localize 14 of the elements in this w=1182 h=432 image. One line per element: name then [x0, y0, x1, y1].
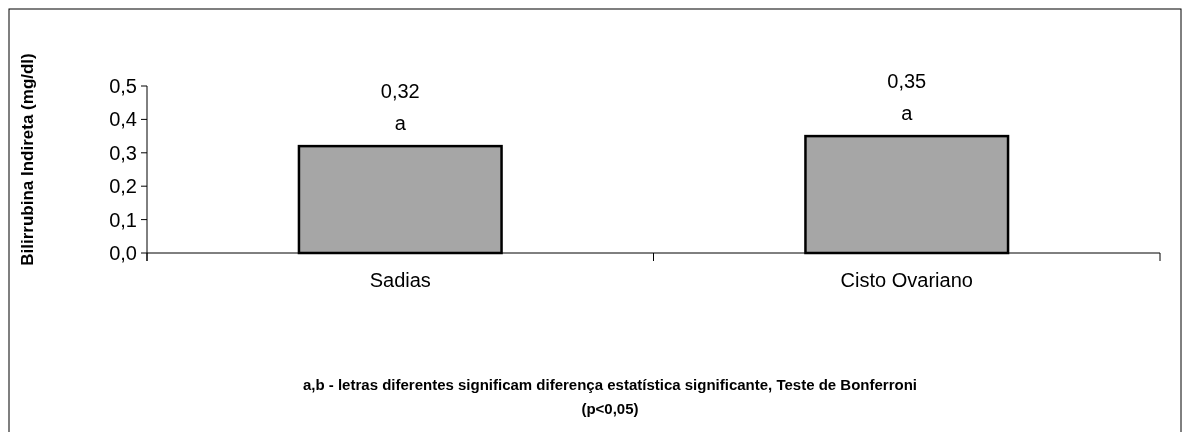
annotation: a: [901, 102, 914, 125]
y-tick-label: 0,3: [109, 141, 137, 164]
text: a,b - letras diferentes significam diferença estatística significante, Teste de Bonferroni (p<0,05): [302, 376, 918, 417]
data-label: 0,32: [380, 80, 420, 103]
y-tick-label: 0,0: [109, 242, 137, 264]
y-tick-label: 0,2: [109, 175, 137, 198]
y-tick-label: 0,1: [109, 208, 137, 231]
y-tick-label: 0,4: [109, 108, 137, 131]
x-tick-label: Sadias: [369, 269, 431, 291]
annotation: a: [394, 112, 407, 135]
y-tick-label: 0,5: [109, 75, 137, 97]
y-axis-title: Bilirrubina Indireta (mg/dl): [17, 53, 37, 266]
data-label: 0,35: [887, 70, 927, 93]
x-tick-label: Cisto Ovariano: [840, 269, 973, 291]
